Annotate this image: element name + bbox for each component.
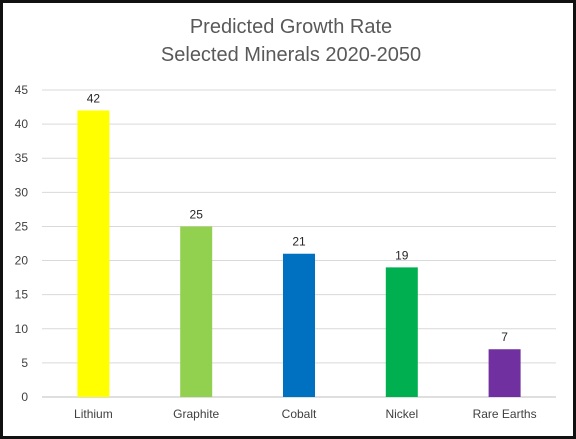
y-tick-label: 10	[15, 322, 29, 336]
bar-cobalt	[283, 253, 315, 397]
y-tick-label: 30	[15, 185, 29, 199]
y-tick-label: 20	[15, 254, 29, 268]
bars: 42 25 21 19 7	[77, 91, 521, 397]
x-axis: Lithium Graphite Cobalt Nickel Rare Earths	[74, 407, 537, 421]
y-axis: 0 5 10 15 20 25 30 35 40 45	[15, 83, 29, 404]
bar-rare-earths	[488, 349, 521, 397]
chart-title-line-1: Predicted Growth Rate	[189, 16, 393, 38]
y-tick-label: 0	[21, 390, 28, 404]
y-tick-label: 15	[15, 288, 29, 302]
data-label: 21	[292, 235, 306, 249]
bar-graphite	[180, 226, 213, 397]
data-label: 42	[87, 91, 101, 105]
x-tick-label: Graphite	[173, 407, 219, 421]
bar-lithium	[77, 110, 110, 397]
y-tick-label: 40	[15, 117, 29, 131]
data-label: 19	[395, 248, 409, 262]
x-tick-label: Rare Earths	[473, 407, 537, 421]
y-tick-label: 45	[15, 83, 29, 97]
data-label: 7	[501, 330, 508, 344]
bar-nickel	[385, 267, 418, 397]
chart-title-line-2: Selected Minerals 2020-2050	[160, 44, 422, 66]
y-tick-label: 35	[15, 151, 29, 165]
x-tick-label: Cobalt	[282, 407, 317, 421]
y-tick-label: 5	[21, 356, 28, 370]
x-tick-label: Lithium	[74, 407, 113, 421]
chart-title: Predicted Growth Rate Selected Minerals …	[3, 13, 576, 69]
x-tick-label: Nickel	[385, 407, 418, 421]
y-tick-label: 25	[15, 219, 29, 233]
data-label: 25	[190, 207, 204, 221]
